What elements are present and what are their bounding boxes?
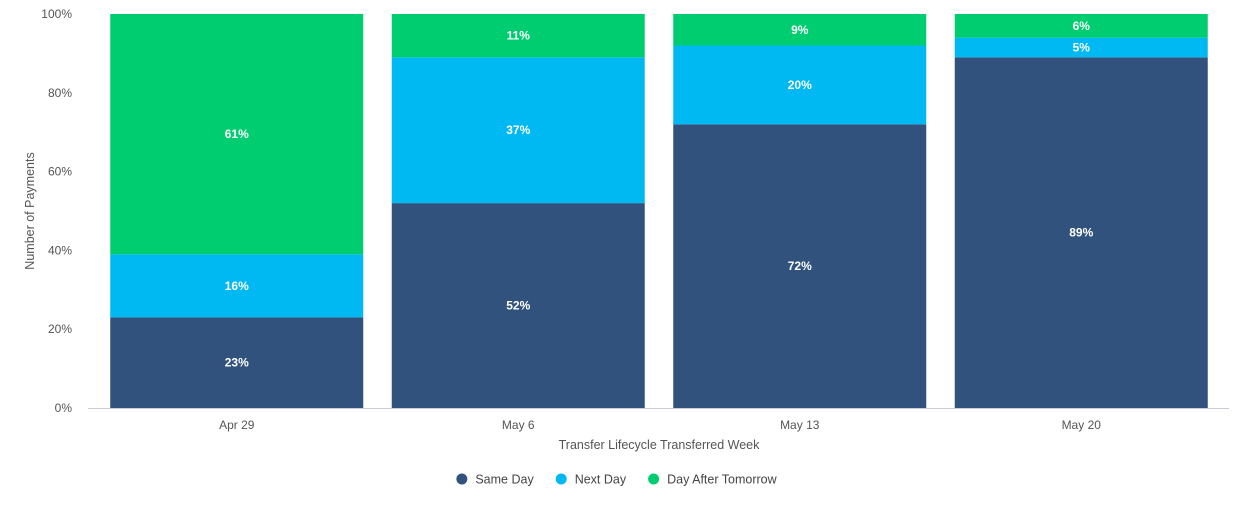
bar-segment-day-after-tomorrow[interactable] — [954, 14, 1208, 38]
x-tick-label: May 20 — [1062, 418, 1102, 432]
bar-value-label: 6% — [1073, 19, 1091, 33]
bar-value-label: 20% — [788, 78, 812, 92]
bars-group: 23% 16% 61% 52% 37% 11% 72% 20% 9% 89% 5% 6% — [110, 14, 1208, 409]
legend-marker-icon — [456, 473, 468, 485]
bar-segment-next-day[interactable] — [673, 45, 927, 125]
legend-item-same-day[interactable]: Same Day — [456, 473, 534, 487]
bar-segment-next-day[interactable] — [110, 254, 364, 318]
x-axis-title: Transfer Lifecycle Transferred Week — [559, 438, 761, 452]
legend-item-next-day[interactable]: Next Day — [555, 473, 627, 487]
y-tick-label: 100% — [41, 7, 72, 21]
legend-label: Same Day — [475, 473, 534, 487]
bar-segment-same-day[interactable] — [673, 124, 927, 408]
bar-value-label: 61% — [225, 127, 249, 141]
bar-segment-day-after-tomorrow[interactable] — [110, 14, 364, 255]
bar-value-label: 16% — [225, 279, 249, 293]
bar-segment-next-day[interactable] — [954, 37, 1208, 58]
y-tick-label: 80% — [48, 86, 72, 100]
legend-marker-icon — [648, 473, 660, 485]
legend-label: Day After Tomorrow — [667, 473, 778, 487]
bar-value-label: 37% — [506, 123, 530, 137]
bar-value-label: 89% — [1069, 226, 1093, 240]
x-tick-label: Apr 29 — [219, 418, 255, 432]
legend-label: Next Day — [575, 473, 627, 487]
legend: Same Day Next Day Day After Tomorrow — [456, 473, 778, 487]
bar-value-label: 11% — [507, 29, 531, 43]
bar-value-label: 72% — [788, 259, 812, 273]
bar-segment-next-day[interactable] — [391, 57, 645, 204]
bar-segment-same-day[interactable] — [954, 57, 1208, 409]
y-tick-label: 20% — [48, 322, 72, 336]
legend-marker-icon — [555, 473, 567, 485]
y-tick-label: 40% — [48, 243, 72, 257]
bar-value-label: 52% — [506, 299, 530, 313]
y-tick-label: 0% — [55, 401, 73, 415]
y-axis-title: Number of Payments — [23, 152, 37, 269]
bar-value-label: 5% — [1073, 40, 1091, 54]
y-tick-label: 60% — [48, 165, 72, 179]
bar-value-label: 23% — [225, 356, 249, 370]
bar-segment-day-after-tomorrow[interactable] — [391, 14, 645, 58]
bar-segment-same-day[interactable] — [110, 317, 364, 408]
bar-segment-same-day[interactable] — [391, 203, 645, 408]
legend-item-day-after-tomorrow[interactable]: Day After Tomorrow — [648, 473, 778, 487]
x-tick-label: May 13 — [780, 418, 820, 432]
bar-value-label: 9% — [791, 23, 809, 37]
bar-segment-day-after-tomorrow[interactable] — [673, 14, 927, 46]
x-tick-label: May 6 — [502, 418, 535, 432]
x-axis: Apr 29 May 6 May 13 May 20 — [219, 418, 1101, 432]
y-axis: 0% 20% 40% 60% 80% 100% — [41, 7, 72, 415]
